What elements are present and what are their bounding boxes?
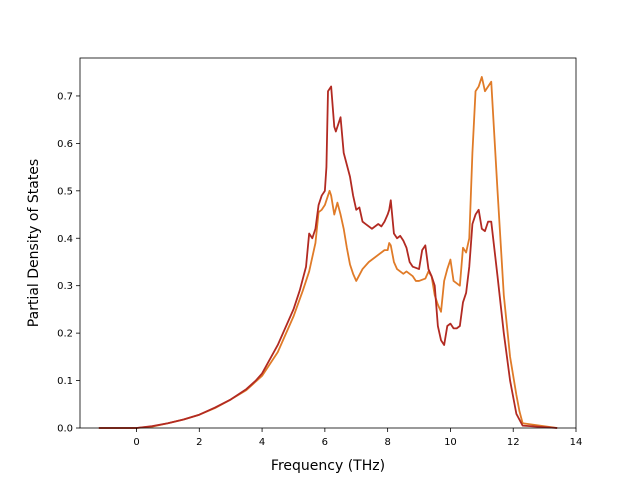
- x-tick-label: 4: [259, 437, 265, 448]
- x-tick-label: 12: [507, 437, 520, 448]
- x-axis: 0 2 4 6 8 10 12 14: [133, 428, 582, 448]
- x-tick-label: 8: [384, 437, 390, 448]
- x-tick-label: 2: [196, 437, 202, 448]
- plot-frame: [79, 57, 577, 429]
- y-tick-label: 0.2: [57, 329, 73, 340]
- x-tick-label: 0: [133, 437, 139, 448]
- series-layer: [98, 76, 558, 429]
- y-axis-title: Partial Density of States: [26, 159, 42, 327]
- y-axis: 0.0 0.1 0.2 0.3 0.4 0.5 0.6 0.7: [57, 91, 80, 435]
- y-tick-label: 0.0: [57, 424, 73, 435]
- y-tick-label: 0.4: [57, 234, 73, 245]
- y-tick-label: 0.3: [57, 281, 73, 292]
- y-tick-label: 0.6: [57, 139, 73, 150]
- series-line-2: [98, 85, 558, 429]
- x-axis-title: Frequency (THz): [271, 458, 385, 474]
- x-tick-label: 14: [570, 437, 583, 448]
- y-tick-label: 0.7: [57, 91, 73, 102]
- y-tick-label: 0.1: [57, 376, 73, 387]
- x-tick-label: 10: [444, 437, 457, 448]
- series-line-1: [98, 76, 558, 429]
- y-tick-label: 0.5: [57, 186, 73, 197]
- x-tick-label: 6: [322, 437, 328, 448]
